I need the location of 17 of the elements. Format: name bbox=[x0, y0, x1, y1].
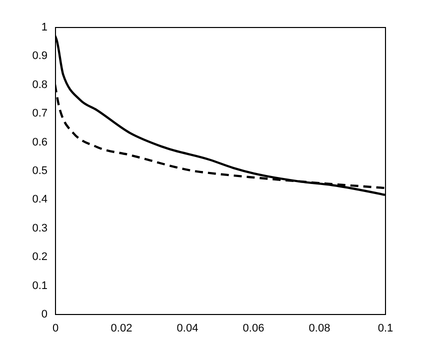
y-tick-label: 0.6 bbox=[32, 136, 48, 148]
x-tick-label: 0.06 bbox=[242, 322, 264, 334]
x-tick-label: 0.02 bbox=[110, 322, 132, 334]
x-tick-label: 0.08 bbox=[308, 322, 330, 334]
y-tick-label: 0 bbox=[41, 308, 48, 320]
x-tick-label: 0 bbox=[52, 322, 59, 334]
y-tick-label: 0.5 bbox=[32, 165, 48, 177]
y-tick-label: 0.1 bbox=[32, 280, 48, 292]
x-tick-label: 0.04 bbox=[176, 322, 198, 334]
y-tick-label: 0.9 bbox=[32, 50, 48, 62]
y-tick-label: 0.7 bbox=[32, 108, 48, 120]
y-tick-label: 1 bbox=[41, 22, 48, 34]
y-tick-label: 0.3 bbox=[32, 222, 48, 234]
x-tick-label: 0.1 bbox=[378, 322, 394, 334]
y-tick-label: 0.4 bbox=[32, 194, 48, 206]
y-tick-label: 0.8 bbox=[32, 78, 48, 91]
y-tick-label: 0.2 bbox=[32, 251, 48, 264]
